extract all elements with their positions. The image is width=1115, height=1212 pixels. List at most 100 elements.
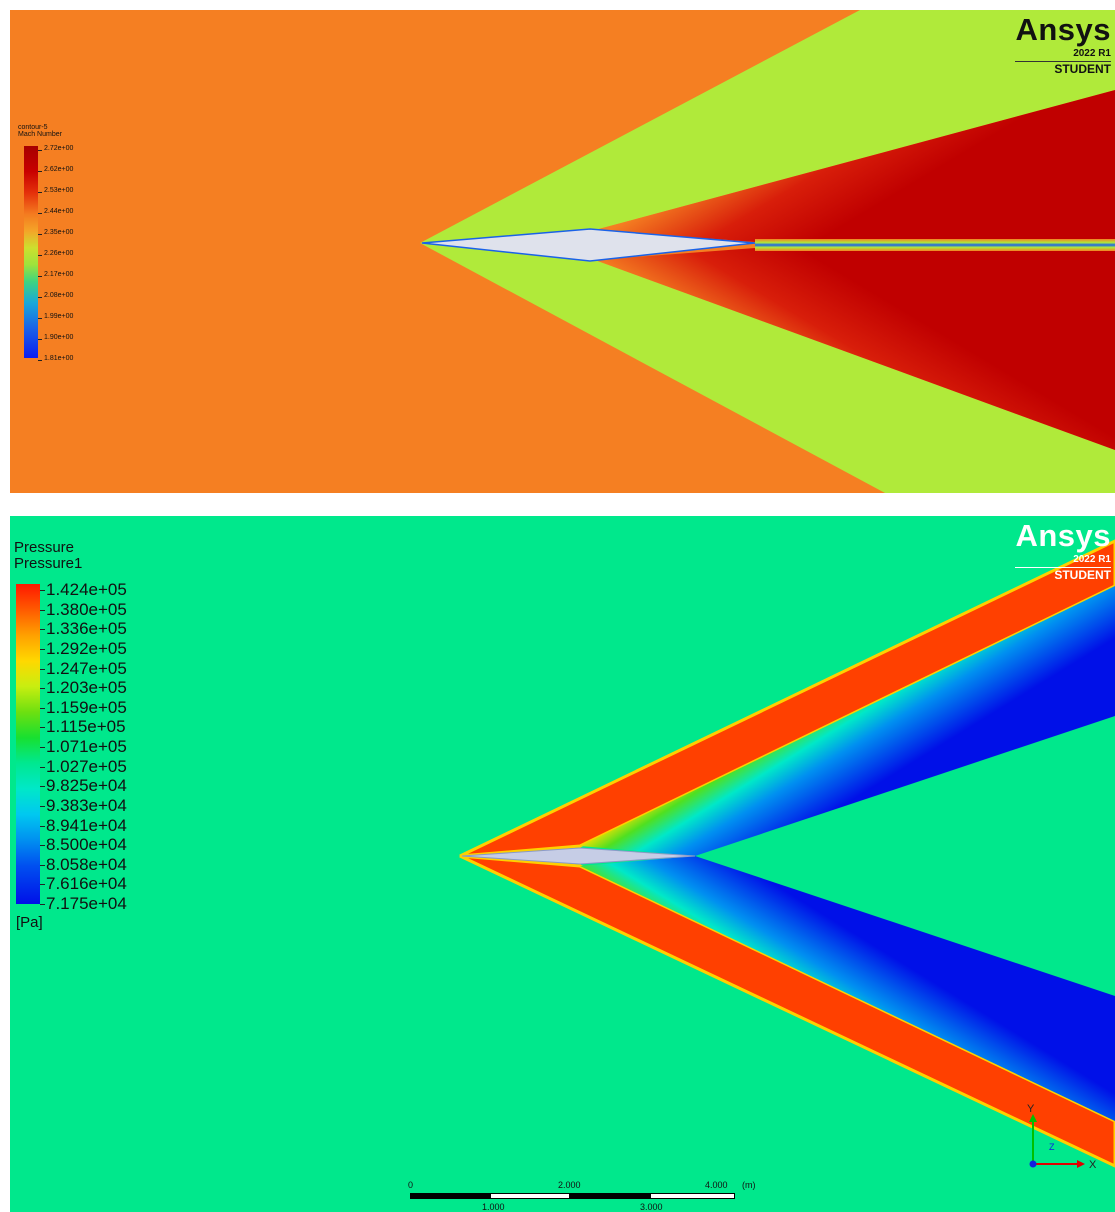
mach-legend-tick-mark: [38, 297, 42, 298]
brand-version: 2022 R1: [1073, 554, 1111, 565]
mach-lower-expansion: [595, 248, 1115, 450]
pressure-legend-tick-mark: [40, 845, 45, 847]
axis-x-label: X: [1089, 1159, 1097, 1171]
scale-segment: [570, 1193, 650, 1199]
pressure-legend-tick-label: 8.058e+04: [46, 854, 127, 874]
pressure-legend-tick-mark: [40, 707, 45, 709]
mach-contour-field: [10, 10, 1115, 493]
mach-legend-tick-mark: [38, 339, 42, 340]
pressure-legend-tick-mark: [40, 590, 45, 591]
pressure-contour-plot: Pressure Pressure1 1.424e+05 1.380e+05 1.3…: [10, 516, 1115, 1212]
pressure-legend-tick-mark: [40, 786, 45, 788]
pressure-legend-tick-label: 1.159e+05: [46, 697, 127, 717]
mach-contour-plot: contour-5 Mach Number 2.72e+00 2.62e+00 2.…: [10, 10, 1115, 493]
pressure-upper-shock-band: [459, 539, 1115, 858]
scale-label-4000: 4.000: [705, 1180, 728, 1190]
scale-bar: 0 2.000 4.000 (m) 1.000 3.000: [400, 1176, 756, 1212]
mach-legend-tick-mark: [38, 192, 42, 193]
pressure-legend: Pressure Pressure1 1.424e+05 1.380e+05 1.3…: [14, 539, 127, 931]
pressure-legend-tick-label: 1.027e+05: [46, 756, 127, 776]
diamond-airfoil: [461, 847, 696, 865]
pressure-legend-tick-mark: [40, 884, 45, 886]
pressure-legend-tick-mark: [40, 688, 45, 690]
pressure-legend-tick-mark: [40, 747, 45, 748]
pressure-upper-expansion: [580, 586, 1115, 856]
mach-legend-tick-label: 2.17e+00: [44, 271, 74, 278]
pressure-legend-name: Pressure: [14, 539, 75, 556]
pressure-legend-tick-mark: [40, 864, 45, 866]
brand-version: 2022 R1: [1073, 48, 1111, 59]
pressure-legend-tick-label: 1.247e+05: [46, 658, 127, 678]
ansys-logo-bottom: Ansys 2022 R1 STUDENT: [1015, 518, 1111, 582]
brand-edition: STUDENT: [1054, 62, 1111, 76]
axis-z-label: Z: [1049, 1142, 1055, 1152]
mach-legend-variable: Mach Number: [18, 131, 62, 139]
pressure-legend-variable: Pressure1: [14, 554, 83, 572]
pressure-legend-tick-mark: [40, 825, 45, 827]
pressure-contour-field: [10, 516, 1115, 1212]
mach-legend: contour-5 Mach Number 2.72e+00 2.62e+00 2.…: [18, 124, 73, 362]
mach-legend-tick-mark: [38, 213, 42, 214]
mach-legend-tick-label: 2.26e+00: [44, 250, 74, 257]
mach-colorbar: [24, 146, 38, 358]
pressure-legend-tick-label: 1.292e+05: [46, 638, 127, 658]
mach-legend-tick-mark: [38, 171, 42, 172]
mach-legend-tick-label: 2.72e+00: [44, 145, 74, 152]
mach-legend-tick-label: 2.08e+00: [44, 292, 74, 299]
pressure-legend-tick-mark: [40, 805, 45, 807]
scale-label-0: 0: [408, 1180, 414, 1190]
pressure-legend-tick-label: 1.336e+05: [46, 619, 127, 639]
mach-legend-name: contour-5: [18, 124, 48, 131]
scale-label-1000: 1.000: [482, 1202, 505, 1212]
pressure-legend-tick-mark: [40, 609, 45, 611]
brand-edition: STUDENT: [1054, 568, 1111, 582]
diamond-airfoil: [421, 228, 756, 262]
mach-legend-tick-label: 2.53e+00: [44, 187, 74, 194]
pressure-legend-tick-mark: [40, 629, 45, 631]
pressure-legend-tick-label: 1.203e+05: [46, 678, 127, 698]
mach-legend-tick-mark: [38, 234, 42, 235]
mach-legend-tick-mark: [38, 276, 42, 277]
pressure-legend-tick-mark: [40, 668, 45, 670]
pressure-legend-tick-label: 1.380e+05: [46, 599, 127, 619]
mach-upper-expansion: [595, 90, 1115, 242]
pressure-legend-tick-label: 7.175e+04: [46, 894, 127, 913]
pressure-lower-expansion: [580, 856, 1115, 1121]
axis-y-label: Y: [1027, 1103, 1035, 1115]
mach-wake: [755, 239, 1115, 251]
brand-name: Ansys: [1015, 518, 1111, 553]
ansys-logo-top: Ansys 2022 R1 STUDENT: [1015, 12, 1111, 76]
pressure-legend-tick-mark: [40, 766, 45, 768]
mach-upper-shock-band: [420, 10, 1115, 243]
mach-legend-tick-mark: [38, 150, 42, 151]
scale-segment: [650, 1193, 735, 1199]
mach-legend-tick-label: 2.35e+00: [44, 229, 74, 236]
mach-legend-tick-label: 1.90e+00: [44, 334, 74, 341]
scale-label-2000: 2.000: [558, 1180, 581, 1190]
mach-legend-tick-label: 2.44e+00: [44, 208, 74, 215]
pressure-legend-tick-label: 7.616e+04: [46, 874, 127, 894]
pressure-unit: [Pa]: [16, 914, 43, 931]
pressure-colorbar: [16, 584, 40, 904]
mach-legend-tick-mark: [38, 318, 42, 319]
scale-segment: [490, 1193, 570, 1199]
mach-legend-tick-mark: [38, 360, 42, 361]
axis-triad-icon: Y X Z: [1027, 1103, 1097, 1171]
pressure-legend-tick-label: 8.941e+04: [46, 815, 127, 835]
mach-legend-tick-mark: [38, 255, 42, 256]
pressure-legend-tick-mark: [40, 648, 45, 650]
pressure-legend-tick-label: 9.825e+04: [46, 776, 127, 796]
pressure-legend-tick-label: 9.383e+04: [46, 795, 127, 815]
mach-legend-tick-label: 2.62e+00: [44, 166, 74, 173]
mach-lower-shock-band: [420, 243, 1115, 493]
pressure-legend-tick-label: 8.500e+04: [46, 835, 127, 855]
pressure-legend-tick-mark: [40, 727, 45, 729]
pressure-legend-tick-label: 1.071e+05: [46, 737, 127, 756]
pressure-legend-tick-label: 1.115e+05: [46, 717, 126, 737]
mach-legend-tick-label: 1.81e+00: [44, 355, 74, 362]
pressure-lower-shock-band: [459, 854, 1115, 1168]
pressure-legend-tick-mark: [40, 904, 45, 905]
brand-name: Ansys: [1015, 12, 1111, 47]
pressure-legend-tick-label: 1.424e+05: [46, 580, 127, 599]
scale-unit: (m): [742, 1180, 756, 1190]
